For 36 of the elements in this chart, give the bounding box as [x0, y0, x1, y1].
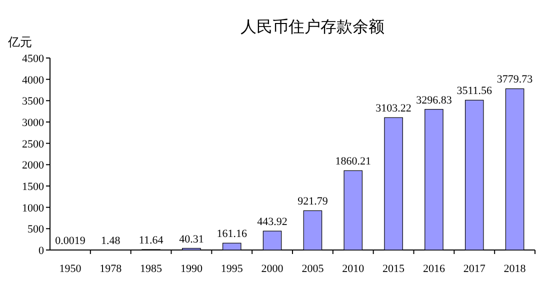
x-tick-label: 2016: [422, 263, 446, 275]
data-label: 921.79: [298, 196, 328, 208]
data-label: 1.48: [101, 234, 121, 247]
y-tick-label: 4500: [22, 53, 44, 65]
y-axis-title: 亿元: [7, 35, 32, 49]
data-label: 1860.21: [335, 156, 371, 168]
x-tick-label: 2015: [382, 263, 406, 275]
x-tick-label: 1985: [140, 263, 163, 275]
y-tick-label: 4000: [22, 74, 44, 86]
y-tick-label: 0: [38, 245, 44, 257]
data-label: 3103.22: [376, 102, 412, 115]
data-label: 40.31: [179, 233, 204, 246]
x-tick-label: 2017: [463, 263, 486, 275]
y-tick-label: 3500: [22, 96, 44, 108]
x-tick-label: 1950: [59, 263, 82, 275]
data-label: 161.16: [216, 228, 248, 240]
y-tick-label: 1500: [22, 181, 44, 193]
data-label: 3511.56: [456, 85, 493, 98]
x-tick-label: 1978: [100, 263, 122, 275]
data-label: 3779.73: [496, 74, 534, 86]
chart-title: 人民币住户存款余额: [240, 18, 384, 36]
y-tick-label: 2500: [22, 138, 44, 150]
data-label: 11.64: [138, 234, 164, 247]
data-label: 3296.83: [416, 94, 452, 106]
y-tick-label: 3000: [22, 117, 44, 129]
y-tick-label: 1000: [22, 202, 44, 214]
x-tick-label: 2018: [504, 263, 526, 275]
x-tick-label: 2000: [261, 263, 284, 275]
x-tick-label: 1995: [220, 263, 244, 275]
data-label: 443.92: [257, 216, 288, 228]
data-label: 0.0019: [55, 235, 86, 247]
x-tick-label: 1990: [180, 263, 203, 275]
y-tick-label: 500: [28, 224, 44, 236]
x-tick-label: 2005: [302, 263, 324, 275]
y-tick-label: 2000: [22, 160, 44, 172]
x-tick-label: 2010: [342, 263, 365, 275]
